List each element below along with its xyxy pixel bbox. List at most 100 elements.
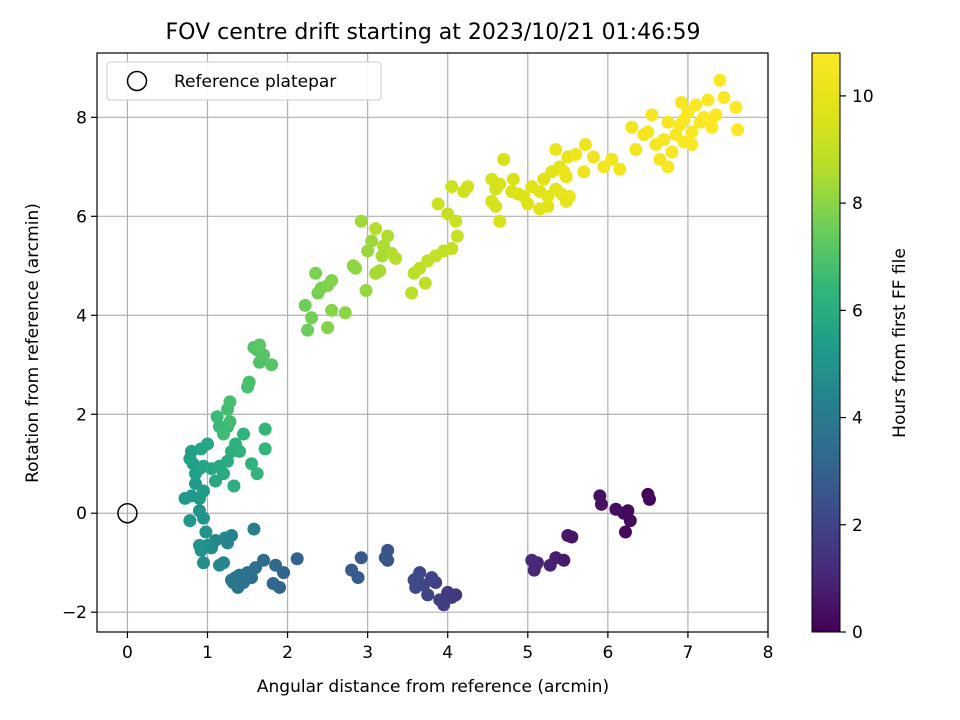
scatter-point xyxy=(359,284,373,298)
scatter-point xyxy=(407,573,421,587)
scatter-point xyxy=(257,348,271,362)
scatter-point xyxy=(266,577,280,591)
scatter-point xyxy=(223,415,237,429)
scatter-point xyxy=(689,98,703,112)
scatter-point xyxy=(521,197,535,211)
y-tick-label: 2 xyxy=(76,405,87,425)
scatter-point xyxy=(305,311,319,325)
scatter-point xyxy=(242,375,256,389)
scatter-point xyxy=(577,165,591,179)
scatter-point xyxy=(731,123,745,137)
scatter-point xyxy=(217,427,231,441)
x-axis-ticks: 0 1 2 3 4 5 6 7 8 xyxy=(122,632,773,663)
scatter-point xyxy=(253,338,267,352)
scatter-point xyxy=(525,553,539,567)
colorbar-tick-label: 6 xyxy=(852,301,863,321)
scatter-point xyxy=(245,457,259,471)
scatter-point xyxy=(489,199,503,213)
x-axis-label: Angular distance from reference (arcmin) xyxy=(257,677,609,697)
scatter-point xyxy=(449,214,463,228)
scatter-point xyxy=(265,358,279,372)
y-tick-label: 4 xyxy=(76,306,87,326)
scatter-point xyxy=(290,552,304,566)
scatter-point xyxy=(445,241,459,255)
scatter-point xyxy=(561,529,575,542)
scatter-point xyxy=(701,93,715,107)
scatter-point xyxy=(258,442,272,456)
scatter-points xyxy=(178,73,745,612)
scatter-point xyxy=(569,147,583,161)
scatter-point xyxy=(433,593,447,607)
scatter-point xyxy=(361,244,375,258)
scatter-point xyxy=(192,538,206,552)
grid xyxy=(97,53,769,632)
scatter-point xyxy=(533,202,547,216)
scatter-point xyxy=(621,504,635,518)
scatter-point xyxy=(431,197,445,211)
x-tick-label: 2 xyxy=(282,643,293,663)
scatter-point xyxy=(258,422,272,436)
scatter-point xyxy=(493,214,507,228)
y-tick-label: −2 xyxy=(62,603,87,623)
scatter-point xyxy=(421,588,435,602)
x-tick-label: 1 xyxy=(202,643,213,663)
scatter-point xyxy=(381,229,395,243)
scatter-point xyxy=(661,160,675,174)
scatter-point xyxy=(497,152,511,166)
scatter-point xyxy=(645,108,659,122)
scatter-point xyxy=(298,298,312,312)
scatter-point xyxy=(559,194,573,208)
scatter-point xyxy=(623,514,637,528)
scatter-point xyxy=(325,303,339,317)
scatter-point xyxy=(192,504,206,518)
plot-frame xyxy=(96,52,769,633)
scatter-point xyxy=(247,522,261,536)
scatter-point xyxy=(405,286,419,300)
scatter-point xyxy=(250,467,264,481)
scatter-point xyxy=(541,190,555,204)
scatter-point xyxy=(661,115,675,129)
colorbar-label: Hours from first FF file xyxy=(890,248,910,438)
scatter-point xyxy=(450,229,464,243)
x-tick-label: 3 xyxy=(362,643,373,663)
reference-platepar-marker xyxy=(117,502,138,524)
colorbar-ticks: 0 2 4 6 8 10 xyxy=(840,87,874,643)
scatter-point xyxy=(729,100,743,114)
scatter-point xyxy=(641,125,655,139)
scatter-point xyxy=(349,261,363,275)
scatter-point xyxy=(217,467,231,481)
scatter-point xyxy=(549,143,563,156)
scatter-point xyxy=(365,234,379,248)
legend-entry-label: Reference platepar xyxy=(174,72,336,92)
x-tick-label: 6 xyxy=(602,643,613,663)
x-tick-label: 4 xyxy=(442,643,453,663)
scatter-point xyxy=(675,95,689,109)
scatter-point xyxy=(373,264,387,278)
scatter-point xyxy=(321,321,335,335)
scatter-point xyxy=(213,558,227,572)
scatter-point xyxy=(309,266,323,280)
scatter-point xyxy=(629,143,643,156)
scatter-point xyxy=(557,165,571,179)
scatter-point xyxy=(223,395,237,409)
scatter-point xyxy=(210,410,224,424)
scatter-point xyxy=(196,484,210,498)
y-tick-label: 8 xyxy=(76,108,87,128)
y-tick-label: 0 xyxy=(76,504,87,524)
scatter-point xyxy=(594,497,608,511)
scatter-point xyxy=(717,91,731,105)
scatter-point xyxy=(445,180,459,194)
scatter-point xyxy=(586,150,600,164)
colorbar-tick-label: 10 xyxy=(852,87,874,107)
scatter-point xyxy=(618,525,632,539)
colorbar-tick-label: 4 xyxy=(852,409,863,429)
legend-reference-marker xyxy=(126,70,148,92)
scatter-point xyxy=(685,138,699,152)
scatter-point xyxy=(301,323,315,337)
x-tick-label: 7 xyxy=(683,643,694,663)
scatter-point xyxy=(237,427,251,441)
scatter-point xyxy=(543,558,557,572)
scatter-point xyxy=(677,113,691,127)
scatter-point xyxy=(609,502,623,516)
